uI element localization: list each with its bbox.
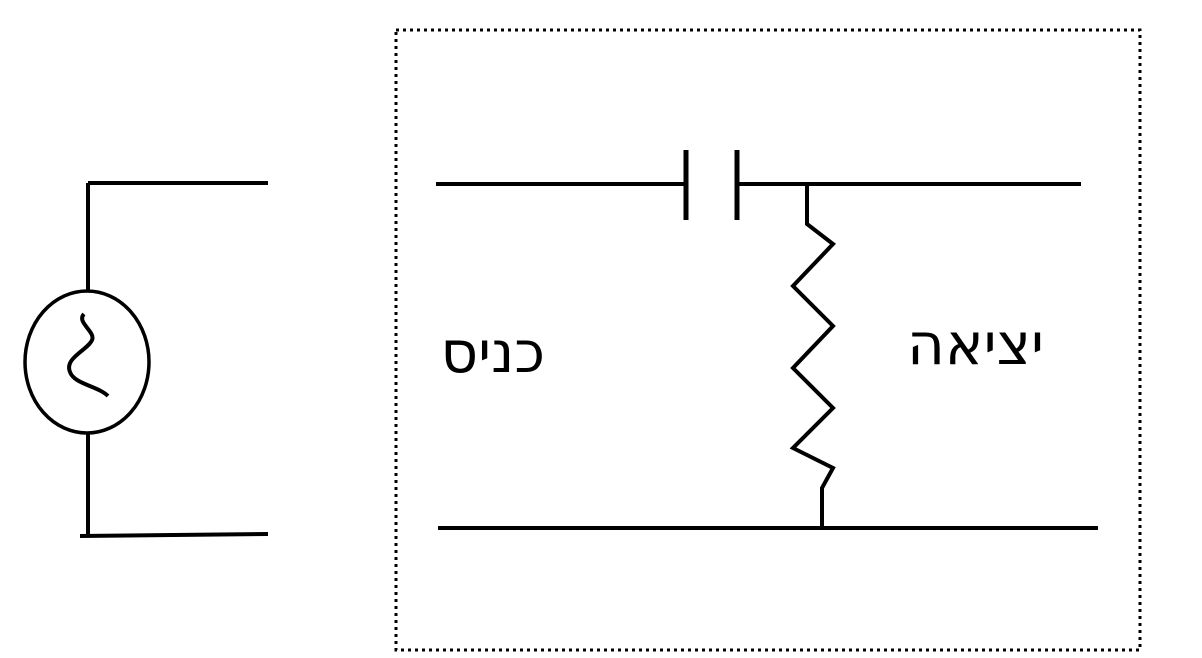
output-label: יציאה: [907, 310, 1044, 378]
ac-source-icon: [23, 289, 151, 435]
ac-source: [23, 181, 269, 538]
source-bottom-lead: [79, 532, 269, 538]
filter-enclosure: [394, 28, 1142, 652]
resistor-icon: [789, 184, 836, 528]
sine-wave-icon: [67, 312, 110, 398]
capacitor-icon: [683, 150, 740, 220]
resistor-zigzag: [789, 184, 836, 528]
rc-network: [436, 150, 1098, 530]
input-label: כניס: [440, 318, 545, 386]
